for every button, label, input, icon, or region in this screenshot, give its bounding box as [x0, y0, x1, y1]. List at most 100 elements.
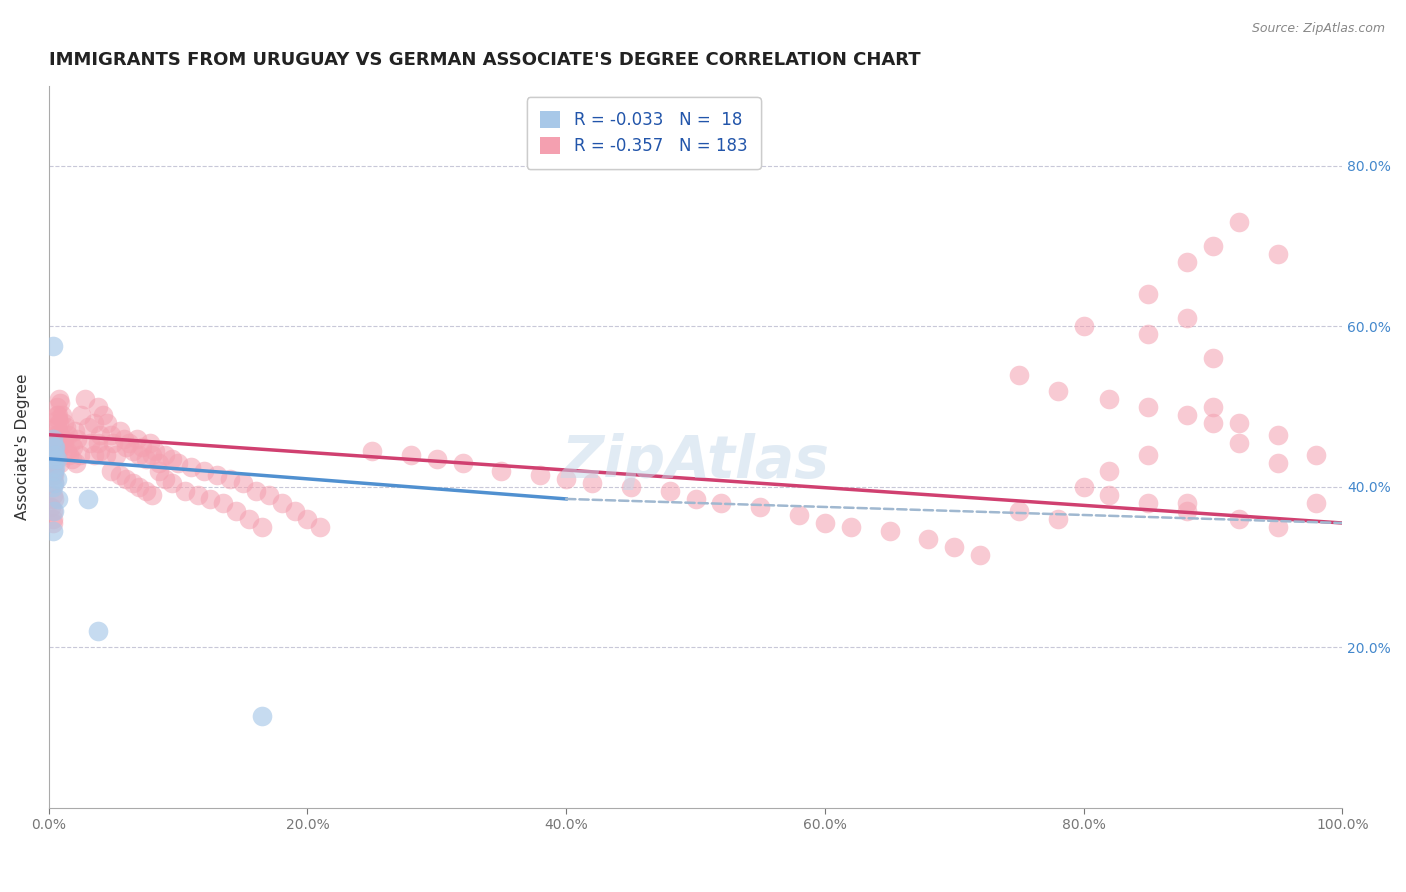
Point	[1137, 287, 1160, 301]
Point	[41, 524, 63, 538]
Point	[48, 392, 70, 406]
Point	[91, 408, 114, 422]
Point	[83, 416, 105, 430]
Point	[46, 491, 69, 506]
Point	[69, 448, 91, 462]
Point	[1175, 255, 1198, 269]
Point	[79, 435, 101, 450]
Point	[658, 483, 681, 498]
Point	[1046, 512, 1069, 526]
Point	[41, 500, 63, 514]
Point	[529, 467, 551, 482]
Point	[52, 432, 75, 446]
Point	[42, 464, 65, 478]
Point	[1137, 327, 1160, 342]
Point	[41, 467, 63, 482]
Point	[148, 464, 170, 478]
Point	[46, 411, 69, 425]
Point	[917, 532, 939, 546]
Point	[45, 400, 67, 414]
Point	[1267, 456, 1289, 470]
Point	[89, 427, 111, 442]
Point	[232, 475, 254, 490]
Point	[238, 512, 260, 526]
Point	[44, 443, 66, 458]
Point	[839, 520, 862, 534]
Point	[49, 395, 72, 409]
Point	[749, 500, 772, 514]
Point	[1227, 416, 1250, 430]
Point	[100, 427, 122, 442]
Point	[63, 424, 86, 438]
Point	[45, 432, 67, 446]
Point	[87, 435, 110, 450]
Point	[45, 448, 67, 462]
Point	[1137, 448, 1160, 462]
Point	[685, 491, 707, 506]
Y-axis label: Associate's Degree: Associate's Degree	[15, 374, 30, 520]
Point	[76, 419, 98, 434]
Point	[1137, 496, 1160, 510]
Point	[44, 440, 66, 454]
Point	[41, 432, 63, 446]
Point	[108, 424, 131, 438]
Point	[44, 427, 66, 442]
Point	[44, 435, 66, 450]
Point	[283, 504, 305, 518]
Text: Source: ZipAtlas.com: Source: ZipAtlas.com	[1251, 22, 1385, 36]
Point	[46, 443, 69, 458]
Point	[218, 472, 240, 486]
Point	[41, 480, 63, 494]
Point	[73, 392, 96, 406]
Point	[53, 416, 76, 430]
Point	[42, 448, 65, 462]
Point	[787, 508, 810, 522]
Point	[89, 443, 111, 458]
Point	[62, 440, 84, 454]
Point	[1098, 392, 1121, 406]
Point	[250, 708, 273, 723]
Point	[1175, 408, 1198, 422]
Point	[814, 516, 837, 530]
Point	[65, 456, 87, 470]
Point	[51, 408, 73, 422]
Point	[49, 456, 72, 470]
Point	[1202, 400, 1225, 414]
Point	[200, 491, 222, 506]
Point	[42, 475, 65, 490]
Point	[131, 440, 153, 454]
Point	[53, 435, 76, 450]
Point	[42, 456, 65, 470]
Point	[160, 451, 183, 466]
Point	[1175, 311, 1198, 326]
Point	[112, 432, 135, 446]
Point	[1073, 480, 1095, 494]
Point	[138, 435, 160, 450]
Point	[180, 459, 202, 474]
Point	[135, 483, 157, 498]
Point	[309, 520, 332, 534]
Point	[108, 467, 131, 482]
Point	[45, 419, 67, 434]
Point	[1008, 368, 1031, 382]
Point	[555, 472, 578, 486]
Point	[118, 435, 141, 450]
Point	[58, 448, 80, 462]
Point	[103, 435, 125, 450]
Point	[115, 440, 138, 454]
Point	[1202, 416, 1225, 430]
Point	[426, 451, 449, 466]
Point	[160, 475, 183, 490]
Point	[42, 467, 65, 482]
Point	[710, 496, 733, 510]
Point	[297, 512, 319, 526]
Point	[1227, 215, 1250, 229]
Point	[1073, 319, 1095, 334]
Point	[153, 472, 176, 486]
Point	[173, 483, 195, 498]
Point	[56, 427, 79, 442]
Point	[1267, 247, 1289, 261]
Point	[41, 339, 63, 353]
Point	[76, 491, 98, 506]
Point	[44, 459, 66, 474]
